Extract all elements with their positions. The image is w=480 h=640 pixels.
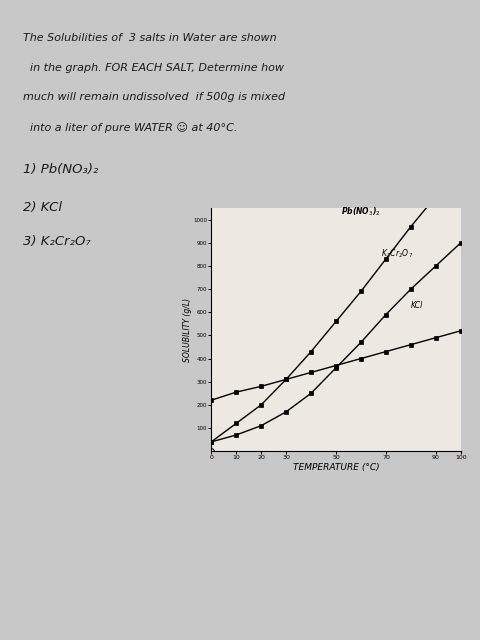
Text: 1) Pb(NO₃)₂: 1) Pb(NO₃)₂ — [24, 163, 99, 176]
Text: in the graph. FOR EACH SALT, Determine how: in the graph. FOR EACH SALT, Determine h… — [24, 63, 285, 73]
Text: into a liter of pure WATER ☺ at 40°C.: into a liter of pure WATER ☺ at 40°C. — [24, 122, 238, 132]
Text: The Solubilities of  3 salts in Water are shown: The Solubilities of 3 salts in Water are… — [24, 33, 277, 43]
Text: 2) KCl: 2) KCl — [24, 201, 62, 214]
Text: much will remain undissolved  if 500g is mixed: much will remain undissolved if 500g is … — [24, 92, 286, 102]
Text: 3) K₂Cr₂O₇: 3) K₂Cr₂O₇ — [24, 236, 91, 248]
Y-axis label: SOLUBILITY (g/L): SOLUBILITY (g/L) — [183, 298, 192, 362]
Text: K$_2$Cr$_2$O$_7$: K$_2$Cr$_2$O$_7$ — [381, 248, 413, 260]
X-axis label: TEMPERATURE (°C): TEMPERATURE (°C) — [293, 463, 379, 472]
Text: KCl: KCl — [411, 301, 423, 310]
Text: Pb(NO$_3$)$_2$: Pb(NO$_3$)$_2$ — [341, 206, 381, 218]
